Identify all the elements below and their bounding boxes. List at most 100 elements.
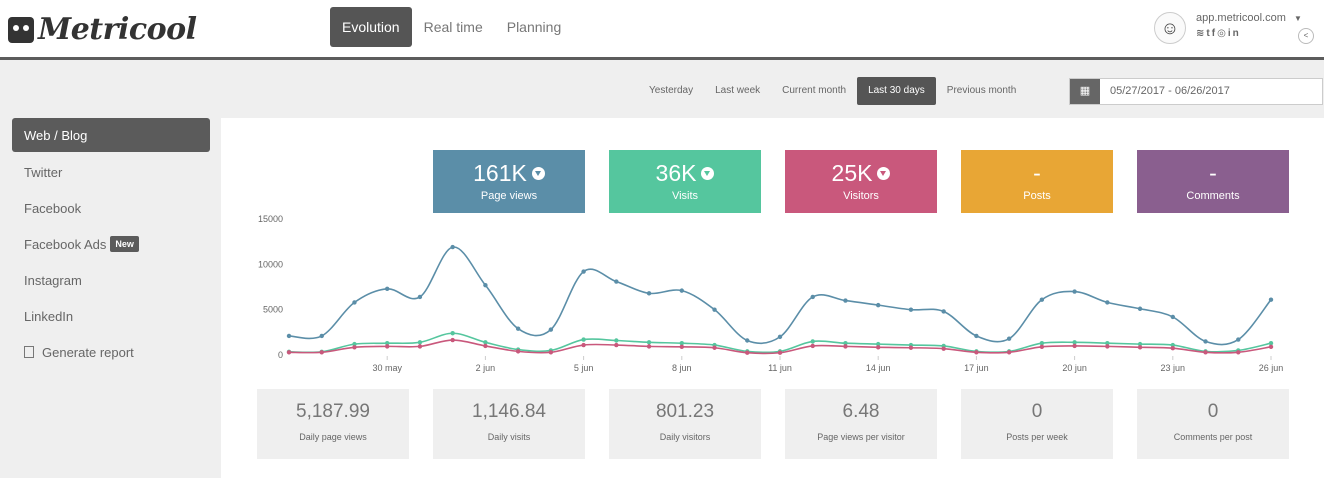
data-point[interactable] bbox=[1006, 336, 1012, 341]
data-point[interactable] bbox=[581, 269, 586, 274]
sidebar-item-linkedin[interactable]: LinkedIn bbox=[12, 298, 210, 334]
data-point[interactable] bbox=[974, 350, 979, 355]
data-point[interactable] bbox=[679, 341, 684, 346]
data-point[interactable] bbox=[483, 343, 488, 349]
data-point[interactable] bbox=[515, 326, 521, 331]
caret-down-icon[interactable]: ▼ bbox=[1294, 14, 1302, 23]
data-point[interactable] bbox=[1268, 344, 1274, 350]
data-point[interactable] bbox=[908, 345, 914, 350]
data-point[interactable] bbox=[1039, 341, 1045, 346]
kpi-page-views[interactable]: 161K Page views bbox=[433, 150, 585, 213]
data-point[interactable] bbox=[1072, 289, 1077, 294]
data-point[interactable] bbox=[1236, 350, 1241, 355]
data-point[interactable] bbox=[745, 350, 750, 355]
range-yesterday[interactable]: Yesterday bbox=[649, 85, 694, 96]
data-point[interactable] bbox=[646, 340, 652, 345]
data-point[interactable] bbox=[777, 350, 783, 355]
data-point[interactable] bbox=[417, 340, 423, 345]
data-point[interactable] bbox=[679, 288, 684, 293]
data-point[interactable] bbox=[1268, 341, 1274, 346]
kpi-comments[interactable]: - Comments bbox=[1137, 150, 1289, 213]
data-point[interactable] bbox=[614, 279, 619, 284]
data-point[interactable] bbox=[1137, 306, 1143, 311]
data-point[interactable] bbox=[1170, 346, 1175, 351]
data-point[interactable] bbox=[777, 334, 783, 340]
data-point[interactable] bbox=[581, 337, 586, 342]
data-point[interactable] bbox=[450, 244, 455, 250]
kpi-visits[interactable]: 36K Visits bbox=[609, 150, 761, 213]
tab-evolution[interactable]: Evolution bbox=[330, 7, 412, 47]
data-point[interactable] bbox=[1170, 342, 1175, 348]
range-current-month[interactable]: Current month bbox=[782, 85, 847, 96]
data-point[interactable] bbox=[679, 344, 684, 350]
calendar-icon[interactable]: ▦ bbox=[1070, 79, 1100, 104]
data-point[interactable] bbox=[1039, 297, 1045, 302]
data-point[interactable] bbox=[1236, 337, 1241, 342]
sidebar-item-twitter[interactable]: Twitter bbox=[12, 154, 210, 190]
avatar[interactable]: ☺ bbox=[1154, 12, 1186, 44]
data-point[interactable] bbox=[614, 338, 619, 343]
data-point[interactable] bbox=[483, 282, 488, 288]
data-point[interactable] bbox=[1072, 340, 1077, 345]
data-point[interactable] bbox=[941, 309, 946, 314]
data-point[interactable] bbox=[1170, 314, 1175, 320]
range-previous-month[interactable]: Previous month bbox=[946, 85, 1017, 96]
kpi-visitors[interactable]: 25K Visitors bbox=[785, 150, 937, 213]
data-point[interactable] bbox=[712, 307, 717, 312]
data-point[interactable] bbox=[614, 342, 619, 348]
sidebar-item-web-blog[interactable]: Web / Blog bbox=[12, 118, 210, 152]
data-point[interactable] bbox=[385, 286, 390, 292]
data-point[interactable] bbox=[352, 341, 357, 347]
data-point[interactable] bbox=[1137, 341, 1143, 347]
data-point[interactable] bbox=[1137, 345, 1143, 350]
data-point[interactable] bbox=[843, 341, 848, 346]
data-point[interactable] bbox=[286, 333, 292, 339]
data-point[interactable] bbox=[548, 350, 554, 355]
data-point[interactable] bbox=[1105, 344, 1110, 349]
data-point[interactable] bbox=[876, 341, 881, 347]
data-point[interactable] bbox=[483, 340, 488, 345]
data-point[interactable] bbox=[646, 291, 652, 296]
data-point[interactable] bbox=[581, 342, 586, 348]
data-point[interactable] bbox=[974, 333, 979, 339]
data-point[interactable] bbox=[876, 345, 881, 350]
data-point[interactable] bbox=[843, 344, 848, 349]
sidebar-item-instagram[interactable]: Instagram bbox=[12, 262, 210, 298]
data-point[interactable] bbox=[876, 302, 881, 308]
data-point[interactable] bbox=[352, 300, 357, 305]
data-point[interactable] bbox=[745, 338, 750, 343]
data-point[interactable] bbox=[515, 349, 521, 354]
sidebar-item-facebook-ads[interactable]: Facebook Ads New bbox=[12, 226, 210, 262]
data-point[interactable] bbox=[286, 350, 292, 355]
generate-report-button[interactable]: Generate report bbox=[12, 334, 210, 370]
data-point[interactable] bbox=[1072, 343, 1077, 349]
data-point[interactable] bbox=[1006, 350, 1012, 355]
range-last-30-days[interactable]: Last 30 days bbox=[857, 77, 936, 105]
data-point[interactable] bbox=[843, 298, 848, 303]
data-point[interactable] bbox=[548, 327, 554, 332]
data-point[interactable] bbox=[319, 333, 324, 339]
data-point[interactable] bbox=[450, 337, 455, 343]
data-point[interactable] bbox=[1268, 297, 1274, 302]
range-last-week[interactable]: Last week bbox=[715, 85, 761, 96]
data-point[interactable] bbox=[1105, 300, 1110, 305]
data-point[interactable] bbox=[810, 339, 815, 344]
kpi-posts[interactable]: - Posts bbox=[961, 150, 1113, 213]
data-point[interactable] bbox=[941, 346, 946, 351]
data-point[interactable] bbox=[1203, 339, 1208, 344]
data-point[interactable] bbox=[417, 344, 423, 349]
data-point[interactable] bbox=[1105, 341, 1110, 346]
logo[interactable]: Metricool bbox=[8, 12, 197, 47]
tab-real-time[interactable]: Real time bbox=[423, 19, 483, 35]
data-point[interactable] bbox=[352, 345, 357, 350]
data-point[interactable] bbox=[319, 350, 324, 355]
data-point[interactable] bbox=[712, 345, 717, 350]
sidebar-item-facebook[interactable]: Facebook bbox=[12, 190, 210, 226]
tab-planning[interactable]: Planning bbox=[506, 19, 562, 35]
data-point[interactable] bbox=[385, 341, 390, 346]
date-picker[interactable]: ▦ 05/27/2017 - 06/26/2017 bbox=[1069, 78, 1323, 105]
data-point[interactable] bbox=[1203, 350, 1208, 355]
data-point[interactable] bbox=[908, 307, 914, 312]
data-point[interactable] bbox=[450, 331, 455, 336]
data-point[interactable] bbox=[810, 294, 815, 300]
